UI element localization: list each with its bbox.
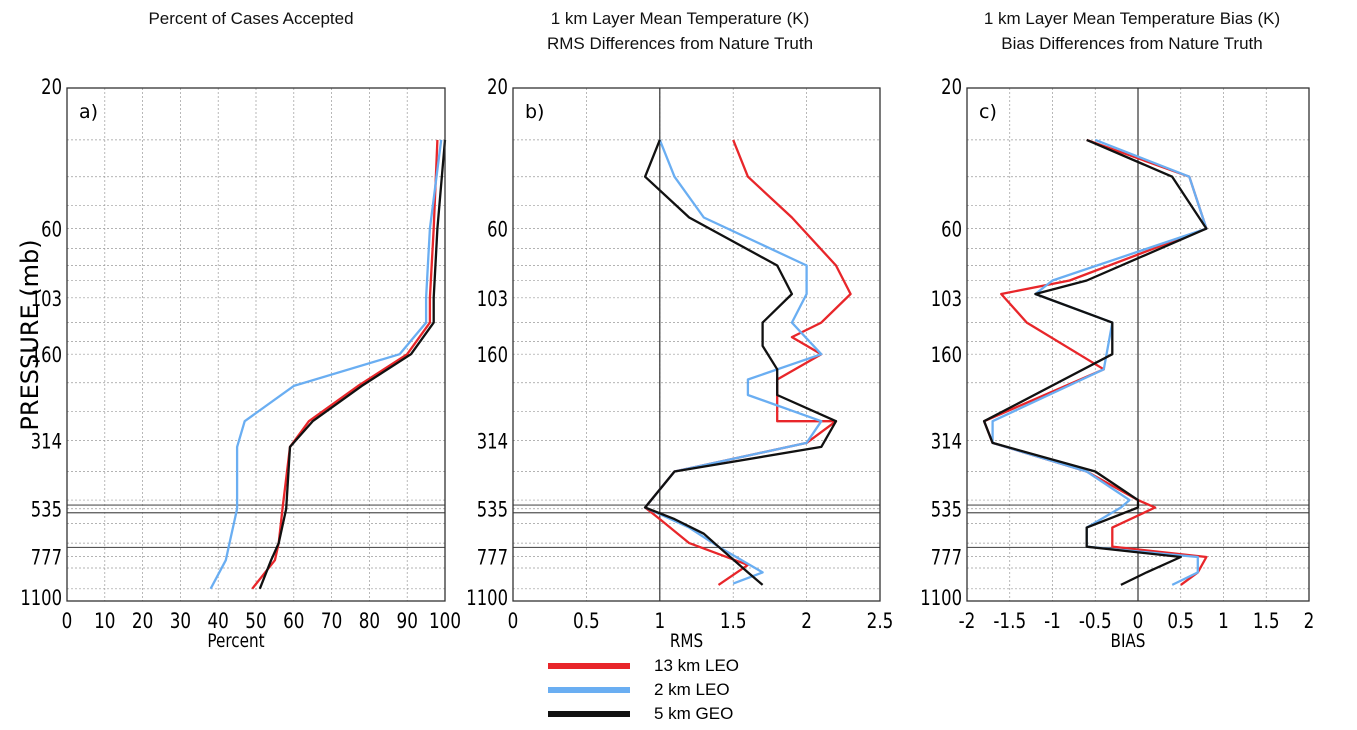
y-tick-label: 777: [477, 547, 508, 570]
x-tick-label: -1.5: [993, 609, 1026, 633]
x-axis-label: RMS: [670, 630, 703, 652]
panel-label: c): [979, 101, 997, 123]
y-tick-label: 20: [41, 76, 62, 99]
grid: [67, 88, 445, 601]
legend-swatch: [548, 687, 630, 693]
plot-frame: [512, 87, 881, 602]
panel-c: c) 20 60 103 160 314 535 777 1100-2 -1.5 -1 -0.5 0 0.…: [920, 76, 1314, 652]
series-line-5-km-geo: [258, 139, 447, 590]
y-tick-label: 160: [31, 344, 62, 367]
series-line-2-km-leo: [209, 139, 443, 590]
panel-a-title: Percent of Cases Accepted: [148, 9, 354, 28]
series-line-2-km-leo: [991, 138, 1208, 586]
x-tick-label: 0: [508, 609, 519, 633]
y-axis-label: PRESSURE (mb): [16, 239, 44, 430]
y-tick-label: 314: [477, 431, 508, 454]
series-line-5-km-geo: [643, 139, 838, 586]
y-tick-label: 103: [477, 288, 508, 311]
legend-item-13km-leo: 13 km LEO: [548, 654, 808, 678]
x-tick-label: 0.5: [1167, 609, 1194, 633]
y-tick-label: 160: [477, 344, 508, 367]
legend-label: 2 km LEO: [654, 680, 730, 699]
x-tick-label: 40: [208, 609, 229, 633]
y-tick-label: 1100: [920, 587, 962, 610]
y-tick-label: 535: [931, 499, 962, 522]
legend-swatch: [548, 663, 630, 669]
x-tick-label: 30: [170, 609, 191, 633]
y-tick-label: 20: [941, 76, 962, 99]
x-tick-label: 20: [132, 609, 153, 633]
panel-b-subtitle: RMS Differences from Nature Truth: [546, 34, 814, 53]
y-tick-label: 60: [941, 219, 962, 242]
x-tick-label: 2: [1304, 609, 1315, 633]
panel-label: b): [525, 101, 544, 123]
legend: 13 km LEO 2 km LEO 5 km GEO: [548, 654, 808, 726]
x-tick-label: 10: [94, 609, 115, 633]
series-line-5-km-geo: [982, 138, 1208, 586]
plot-frame: [66, 87, 446, 602]
legend-swatch: [548, 711, 630, 717]
x-tick-label: 2.5: [867, 609, 894, 633]
x-tick-label: 0: [1133, 609, 1144, 633]
y-tick-label: 160: [931, 344, 962, 367]
x-axis-label: BIAS: [1111, 630, 1146, 652]
x-tick-label: 70: [321, 609, 342, 633]
legend-item-5km-geo: 5 km GEO: [548, 702, 808, 726]
legend-label: 13 km LEO: [654, 656, 740, 675]
y-tick-label: 103: [31, 288, 62, 311]
x-axis-label: Percent: [207, 630, 264, 652]
y-tick-label: 535: [31, 499, 62, 522]
x-tick-label: 1: [1218, 609, 1229, 633]
x-tick-label: -1: [1044, 609, 1061, 633]
y-tick-label: 20: [487, 76, 508, 99]
y-tick-label: 777: [31, 547, 62, 570]
x-tick-label: 80: [359, 609, 380, 633]
y-tick-label: 60: [487, 219, 508, 242]
x-tick-label: 100: [429, 609, 461, 633]
y-tick-label: 314: [931, 431, 962, 454]
x-tick-label: -2: [959, 609, 976, 633]
y-tick-label: 535: [477, 499, 508, 522]
x-tick-label: 50: [245, 609, 266, 633]
panel-b-title: 1 km Layer Mean Temperature (K): [550, 9, 810, 28]
y-tick-label: 1100: [20, 587, 62, 610]
y-tick-label: 60: [41, 219, 62, 242]
x-tick-label: 2: [801, 609, 812, 633]
panel-c-title: 1 km Layer Mean Temperature Bias (K): [983, 9, 1281, 28]
x-tick-label: -0.5: [1079, 609, 1112, 633]
x-tick-label: 1.5: [720, 609, 747, 633]
x-tick-label: 1: [654, 609, 665, 633]
y-tick-label: 777: [931, 547, 962, 570]
legend-item-2km-leo: 2 km LEO: [548, 678, 808, 702]
reference-lines: [513, 504, 880, 549]
grid: [513, 88, 880, 601]
y-tick-label: 103: [931, 288, 962, 311]
x-tick-label: 90: [397, 609, 418, 633]
x-tick-label: 1.5: [1253, 609, 1280, 633]
plot-frame: [966, 87, 1310, 602]
panel-c-subtitle: Bias Differences from Nature Truth: [1001, 34, 1263, 53]
legend-label: 5 km GEO: [654, 704, 734, 723]
series-line-13-km-leo: [251, 139, 439, 590]
panel-label: a): [79, 101, 98, 123]
x-tick-label: 0: [62, 609, 73, 633]
x-tick-label: 60: [283, 609, 304, 633]
y-tick-label: 1100: [466, 587, 508, 610]
series-line-13-km-leo: [643, 139, 852, 586]
y-tick-label: 314: [31, 431, 62, 454]
reference-lines: [67, 504, 445, 549]
x-tick-label: 0.5: [573, 609, 600, 633]
series-line-2-km-leo: [643, 139, 823, 585]
